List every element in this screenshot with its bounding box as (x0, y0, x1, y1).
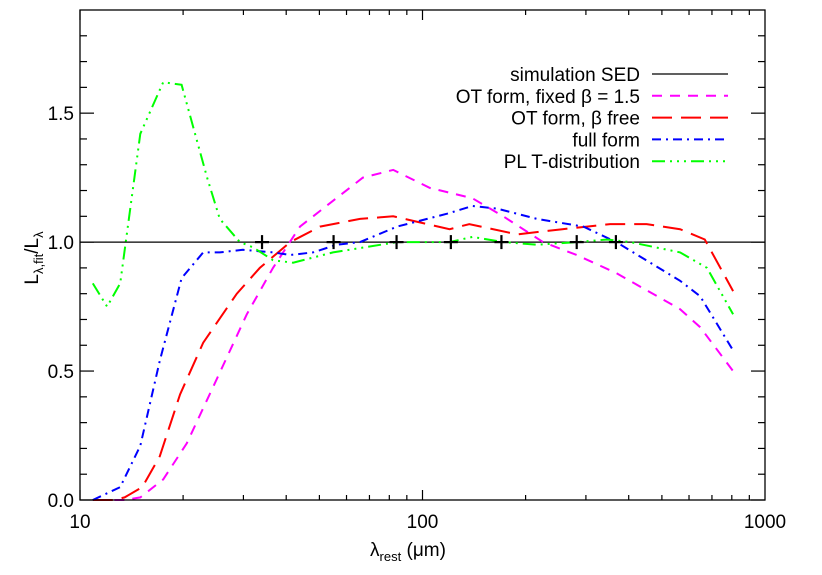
y-tick-label: 0.5 (48, 362, 74, 383)
tick-labels: 10 100 1000 0.0 0.5 1.0 1.5 (48, 104, 787, 533)
legend-label: PL T-distribution (504, 152, 640, 173)
legend-label: simulation SED (510, 65, 640, 86)
plus-marker (443, 235, 458, 250)
x-tick-label: 1000 (744, 512, 786, 533)
series-line-pl-t-distribution (91, 81, 734, 315)
plot-frame (79, 9, 766, 501)
plus-marker (569, 235, 584, 250)
ticks (79, 10, 765, 501)
x-tick-label: 10 (69, 512, 90, 533)
plot-lines (80, 81, 765, 501)
legend-entry-simulation-sed: simulation SED (510, 65, 728, 86)
y-tick-label: 1.0 (48, 233, 74, 254)
y-tick-label: 1.5 (48, 104, 74, 125)
series-line-full-form (92, 204, 734, 501)
markers (255, 235, 623, 250)
legend-entry-full-form: full form (572, 130, 728, 151)
plus-marker (389, 235, 404, 250)
x-tick-label: 100 (407, 512, 439, 533)
legend-entry-pl-t-distribution: PL T-distribution (504, 152, 728, 173)
legend-entry-ot-form-fixed-1-5: OT form, fixed β = 1.5 (456, 87, 728, 108)
plus-marker (326, 235, 341, 250)
series-line-ot-form-fixed-1-5 (114, 168, 734, 501)
legend-label: OT form, fixed β = 1.5 (456, 87, 640, 108)
plus-marker (608, 235, 623, 250)
legend-label: full form (572, 130, 640, 151)
y-axis-label: Lλ,fit/Lλ (22, 231, 46, 285)
legend-entry-ot-form-free: OT form, β free (511, 109, 728, 130)
legend-label: OT form, β free (511, 109, 640, 130)
y-tick-label: 0.0 (48, 491, 74, 512)
series-line-ot-form-free (92, 215, 734, 501)
plus-marker (255, 235, 270, 250)
plus-marker (494, 235, 509, 250)
x-axis-label: λrest (μm) (370, 540, 446, 564)
